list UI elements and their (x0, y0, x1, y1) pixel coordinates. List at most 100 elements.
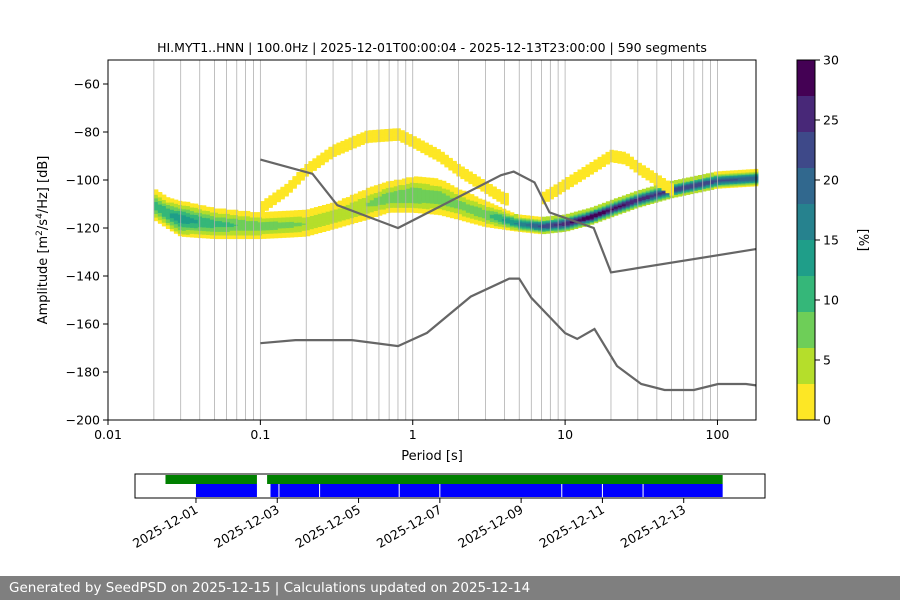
heatmap-cell (545, 216, 551, 220)
heatmap-cell (293, 210, 299, 214)
heatmap-cell (597, 204, 603, 208)
heatmap-cell (389, 180, 395, 184)
heatmap-cell (272, 192, 277, 196)
heatmap-cell (433, 178, 439, 182)
heatmap-cell (348, 137, 353, 141)
heatmap-cell (589, 207, 595, 211)
heatmap-cell (340, 140, 345, 144)
y-tick-label: −100 (66, 173, 100, 188)
heatmap-cell (292, 176, 297, 180)
heatmap-cell (269, 211, 275, 215)
heatmap-cell (577, 169, 582, 173)
heatmap-cell (577, 210, 583, 214)
y-tick-label: −120 (66, 221, 100, 236)
heatmap-cell (381, 182, 387, 186)
heatmap-cell (492, 186, 497, 190)
heatmap-cell (673, 180, 679, 183)
chart-title: HI.MYT1..HNN | 100.0Hz | 2025-12-01T00:0… (157, 40, 707, 55)
heatmap-cell (500, 191, 505, 195)
heatmap-cell (605, 151, 610, 155)
heatmap-cell (421, 177, 427, 181)
heatmap-cell (305, 209, 311, 213)
heatmap-cell (561, 214, 567, 218)
heatmap-cell (153, 189, 159, 193)
heatmap-cell (420, 140, 425, 144)
y-axis-label: Amplitude [m2/s4/Hz] [dB] (35, 156, 51, 325)
heatmap-cell (541, 191, 546, 195)
heatmap-cell (749, 169, 755, 173)
heatmap-cell (301, 209, 307, 213)
heatmap-cell (437, 179, 443, 183)
heatmap-cell (573, 211, 579, 215)
heatmap-cell (569, 212, 575, 216)
heatmap-cell (392, 128, 397, 132)
heatmap-cell (317, 206, 323, 209)
heatmap-cell (316, 155, 321, 159)
heatmap-cell (405, 177, 411, 181)
heatmap-cell (360, 132, 365, 136)
heatmap-cell (189, 203, 195, 207)
heatmap-cell (593, 159, 598, 163)
heatmap-cell (185, 201, 191, 205)
heatmap-cell (444, 154, 449, 158)
colorbar: 0 5 10 15 20 25 30 [%] (796, 53, 870, 428)
heatmap-cell (237, 210, 243, 214)
heatmap-cell (384, 129, 389, 132)
y-tick-label: −180 (66, 365, 100, 380)
heatmap-cell (661, 178, 666, 181)
heatmap-cell (585, 164, 590, 168)
heatmap-cell (448, 157, 453, 161)
heatmap-cell (553, 215, 559, 219)
heatmap-cell (297, 210, 303, 213)
colorbar-gradient (796, 59, 816, 421)
heatmap-cell (725, 170, 731, 174)
heatmap-cell (296, 172, 301, 175)
heatmap-cell (428, 144, 433, 148)
noise-model-high-line (260, 158, 757, 274)
heatmap-cell (409, 177, 415, 181)
heatmap-cell (325, 203, 331, 207)
heatmap-cell (665, 180, 670, 184)
heatmap-cell (229, 209, 235, 213)
noise-model-low-line (260, 277, 757, 392)
heatmap-cell (341, 198, 347, 202)
heatmap-cell (429, 177, 435, 181)
heatmap-cell (741, 169, 747, 173)
heatmap-cell (569, 174, 574, 178)
heatmap-cell (505, 210, 511, 214)
heatmap-cell (489, 203, 495, 207)
heatmap-band-sparse-high-band (260, 128, 509, 214)
y-tick-label: −80 (74, 125, 100, 140)
heatmap-cell (537, 216, 543, 220)
heatmap-cell (217, 208, 223, 212)
heatmap-cell (309, 208, 315, 212)
heatmap-cell (440, 151, 445, 155)
heatmap-cell (221, 208, 227, 212)
heatmap-cell (545, 189, 550, 193)
heatmap-cell (509, 212, 515, 216)
heatmap-cell (653, 172, 658, 176)
colorbar-tick-label: 5 (823, 353, 831, 368)
heatmap-cell (617, 196, 623, 200)
heatmap-cell (368, 130, 373, 134)
heatmap-cell (609, 149, 614, 153)
heatmap-cell (561, 179, 566, 183)
date-tick-label: 2025-12-11 (536, 502, 606, 551)
colorbar-tick-label: 30 (823, 53, 839, 68)
heatmap-cell (413, 176, 419, 180)
heatmap-cell (332, 144, 337, 148)
date-tick-label: 2025-12-07 (374, 502, 444, 551)
heatmap-band-sparse-long-period-bump (541, 149, 674, 205)
heatmap-cell (265, 211, 271, 215)
psd-plot-area: 0.01 0.1 1 10 100 −200 −180 −160 −140 −120 −100 −8… (35, 59, 759, 464)
heatmap-cell (633, 159, 638, 163)
heatmap-cell (637, 162, 642, 166)
heatmap-cell (472, 174, 477, 177)
date-tick-label: 2025-12-05 (293, 502, 363, 551)
heatmap-cell (677, 179, 683, 183)
heatmap-cell (436, 149, 441, 153)
heatmap-cell (460, 166, 465, 170)
heatmap-cell (312, 158, 317, 162)
colorbar-tick-label: 25 (823, 113, 839, 128)
heatmap-cell (369, 186, 375, 190)
